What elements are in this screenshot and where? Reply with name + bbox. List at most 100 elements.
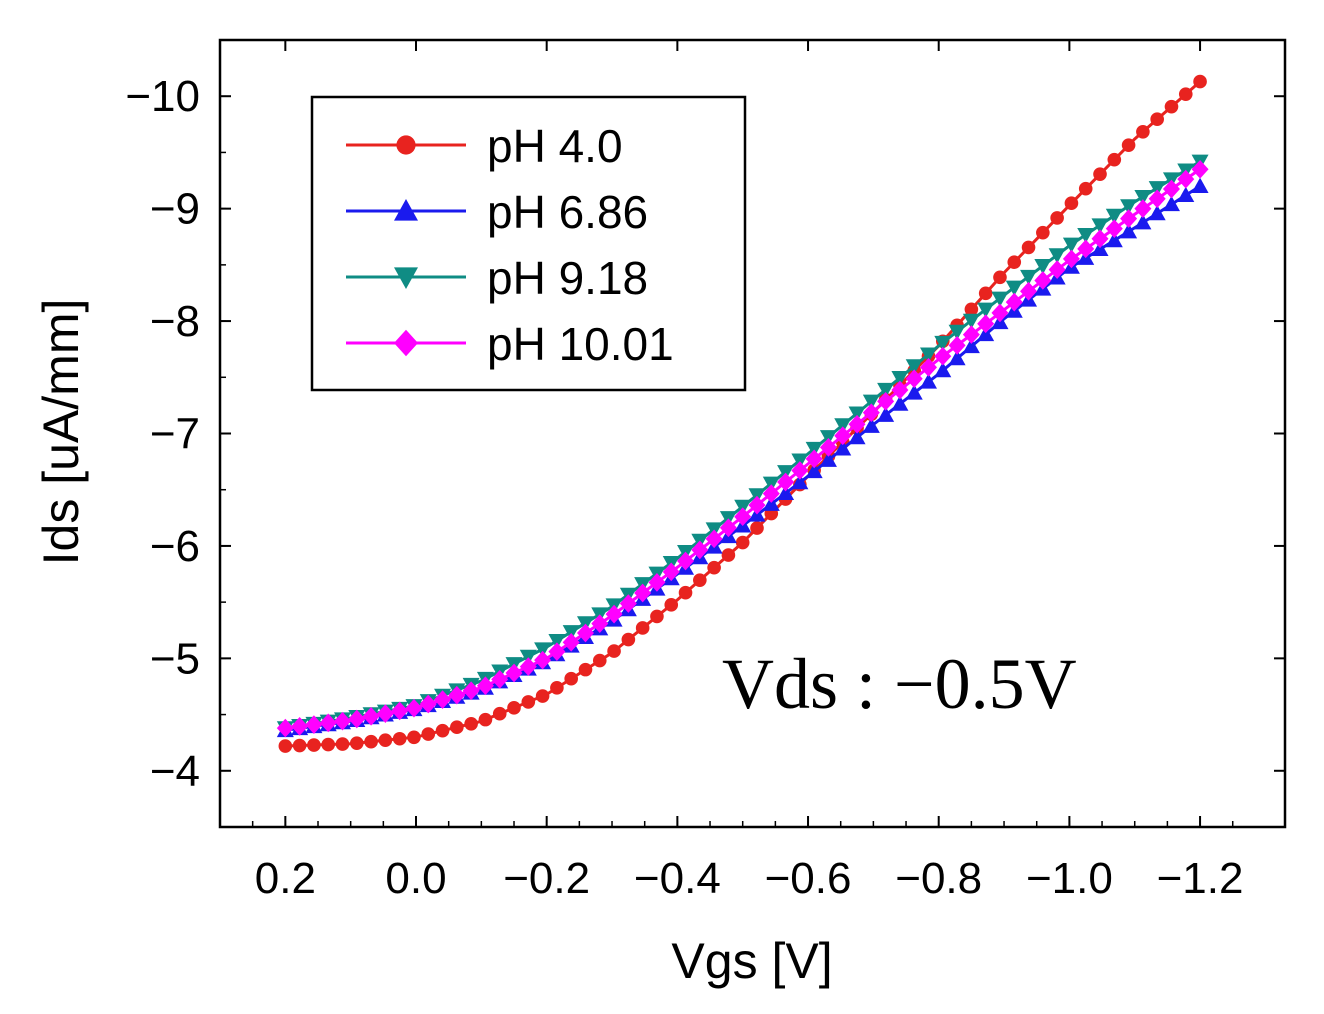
data-point [562,632,580,652]
data-point [934,346,952,366]
data-point [1120,199,1138,215]
data-point [392,731,407,746]
data-point [350,736,364,750]
data-point [962,313,980,330]
data-point [1178,87,1193,101]
data-point [1021,240,1036,255]
data-point [607,644,621,658]
data-point [1020,281,1038,301]
data-point [378,733,393,748]
data-point [419,694,437,714]
data-point [464,716,478,731]
data-point [1177,186,1195,203]
data-point [777,484,795,501]
legend-item: pH 4.0 [346,120,623,172]
data-point [334,711,352,731]
data-point [877,406,895,422]
data-point [977,314,995,334]
data-point [405,698,423,718]
data-point [448,685,466,705]
data-point [891,380,909,400]
data-point [1162,195,1180,212]
data-point [905,359,923,375]
data-point [664,598,679,612]
data-point [750,521,764,535]
data-point [1091,229,1109,249]
data-point [905,369,923,389]
data-point [677,551,695,571]
data-point [1191,177,1209,193]
data-point [291,716,309,736]
data-point [1177,169,1195,189]
data-point [705,529,723,549]
data-point [548,642,566,662]
data-point [1048,260,1066,279]
legend-label: pH 10.01 [487,318,674,370]
data-point [1120,223,1138,239]
legend-item: pH 10.01 [346,318,674,370]
data-point [1007,255,1022,269]
data-point [1078,181,1093,196]
legend: pH 4.0 pH 6.86 pH 9.18 pH 10.01 [310,95,747,392]
data-point [391,701,409,721]
data-point [591,614,609,633]
data-point [1064,196,1079,210]
data-point [307,738,321,752]
x-tick-label: −1.2 [1157,854,1244,903]
data-point [519,657,537,676]
data-point [1134,214,1152,230]
legend-marker [394,329,418,357]
x-tick-label: −0.4 [634,854,721,903]
series-pH-10_01 [276,159,1209,738]
data-point [1107,152,1122,167]
data-point [891,371,909,387]
y-tick-label: −6 [150,522,200,571]
data-point [650,609,664,624]
data-point [1150,112,1164,127]
data-point [1148,204,1166,221]
data-point [621,632,636,647]
axis-ticks [220,39,1285,828]
data-point [1036,225,1050,240]
data-point [834,440,852,456]
data-point [548,633,566,650]
data-point [435,723,450,738]
data-point [1062,249,1080,269]
data-point [434,690,452,709]
data-point [721,548,736,562]
data-point [678,585,693,600]
data-point [719,518,737,538]
data-point [491,670,509,689]
data-point [862,394,880,410]
data-point [1050,211,1064,225]
data-point [1191,159,1209,179]
data-point [948,336,966,355]
data-point [948,324,966,341]
data-point [991,291,1009,307]
data-point [1134,190,1152,206]
data-point [592,653,607,668]
data-point [734,507,752,527]
data-point [407,730,421,745]
data-point [634,583,652,603]
legend-marker [394,267,418,289]
data-point [1091,218,1109,234]
data-point [805,462,823,479]
data-point [920,373,938,389]
data-point [834,418,852,434]
data-point [934,361,952,378]
data-point [819,437,837,457]
data-point [450,720,464,735]
data-point [819,430,837,446]
y-tick-label: −5 [150,634,200,683]
data-point [748,495,766,515]
data-point [978,286,993,301]
data-point [1120,209,1138,228]
data-point [1048,248,1066,264]
data-point [619,594,637,613]
series-layer [276,74,1209,753]
data-point [762,484,780,503]
x-tick-label: −0.6 [765,854,852,903]
data-point [348,709,366,729]
data-point [1091,240,1109,257]
